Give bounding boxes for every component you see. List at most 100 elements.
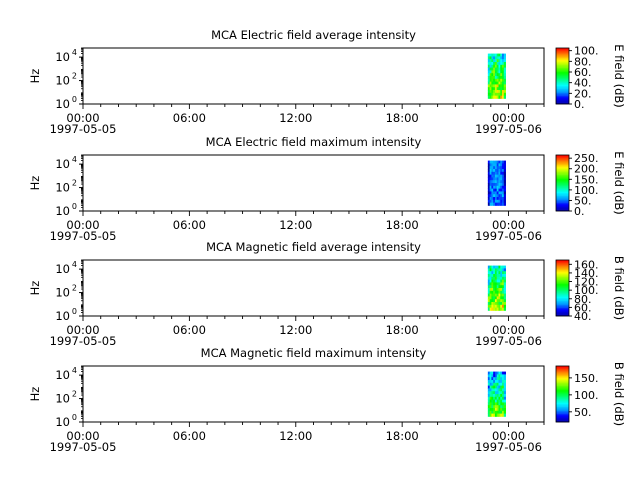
heatmap-cell xyxy=(487,410,491,415)
heatmap-cell xyxy=(493,202,496,206)
heatmap-cell xyxy=(487,90,491,94)
x-tick-label: 00:00 xyxy=(66,111,99,125)
colorbar-swatch xyxy=(556,59,569,61)
heatmap-cell xyxy=(494,197,498,201)
heatmap-cell xyxy=(498,271,501,275)
heatmap-cell xyxy=(503,191,506,195)
colorbar-swatch xyxy=(556,70,569,73)
colorbar-swatch xyxy=(556,83,569,85)
heatmap-cell xyxy=(498,279,501,283)
colorbar-swatch xyxy=(556,392,569,395)
heatmap-cell xyxy=(502,183,505,187)
heatmap-cell xyxy=(489,299,492,303)
heatmap-cell xyxy=(494,64,498,68)
colorbar-swatch xyxy=(556,56,569,59)
colorbar-tick-label: 60. xyxy=(574,301,592,314)
colorbar-frame xyxy=(555,365,570,423)
heatmap-cell xyxy=(487,307,491,311)
heatmap-cell xyxy=(500,394,503,398)
spectrogram xyxy=(487,371,506,417)
heatmap-cell xyxy=(500,296,503,300)
y-tick-exponent: 4 xyxy=(72,155,77,164)
heatmap-cell xyxy=(493,288,496,292)
heatmap-cell xyxy=(494,90,498,94)
heatmap-cell xyxy=(503,70,506,74)
heatmap-cell xyxy=(503,388,506,392)
heatmap-cell xyxy=(491,160,494,164)
colorbar-swatch xyxy=(556,98,569,101)
heatmap-cell xyxy=(503,166,506,170)
heatmap-cell xyxy=(493,268,496,272)
colorbar-swatch xyxy=(556,76,569,78)
x-tick-label: 00:00 xyxy=(492,429,525,443)
heatmap-cell xyxy=(498,391,501,395)
heatmap-cell xyxy=(491,290,494,294)
heatmap-cell xyxy=(491,194,494,198)
heatmap-cell xyxy=(487,84,491,88)
heatmap-cell xyxy=(502,265,505,269)
heatmap-cell xyxy=(503,64,506,68)
heatmap-cell xyxy=(491,396,494,400)
colorbar-swatch xyxy=(556,413,569,416)
heatmap-cell xyxy=(502,394,505,398)
heatmap-cell xyxy=(494,391,498,395)
heatmap-cell xyxy=(498,202,501,206)
heatmap-cell xyxy=(500,413,503,417)
heatmap-cell xyxy=(493,73,496,77)
heatmap-cell xyxy=(487,78,491,82)
x-tick-label: 12:00 xyxy=(279,111,312,125)
heatmap-cell xyxy=(494,299,498,303)
heatmap-cell xyxy=(496,59,499,63)
heatmap-cell xyxy=(491,276,494,280)
heatmap-cell xyxy=(502,163,505,167)
heatmap-cell xyxy=(493,185,496,189)
heatmap-cell xyxy=(500,180,503,184)
heatmap-cell xyxy=(487,396,491,400)
colorbar-swatch xyxy=(556,156,569,159)
heatmap-cell xyxy=(498,61,501,66)
colorbar-swatch xyxy=(556,403,569,406)
heatmap-cell xyxy=(496,56,499,60)
heatmap-cell xyxy=(489,95,492,99)
heatmap-cell xyxy=(496,296,499,300)
heatmap-cell xyxy=(491,293,494,297)
heatmap-cell xyxy=(502,90,505,94)
colorbar-swatch xyxy=(556,185,569,188)
colorbar-swatch xyxy=(556,188,569,191)
heatmap-cell xyxy=(496,285,499,289)
heatmap-cell xyxy=(494,183,498,187)
heatmap-cell xyxy=(491,410,494,415)
heatmap-cell xyxy=(491,402,494,406)
heatmap-cell xyxy=(487,73,491,77)
heatmap-cell xyxy=(493,391,496,395)
colorbar-swatch xyxy=(556,92,569,95)
heatmap-cell xyxy=(489,194,492,198)
colorbar-swatch xyxy=(556,264,569,266)
heatmap-cell xyxy=(491,302,494,306)
colorbar-tick-label: 50. xyxy=(574,406,592,419)
colorbar-swatch xyxy=(556,166,569,168)
heatmap-cell xyxy=(487,70,491,74)
heatmap-cell xyxy=(487,188,491,192)
heatmap-cell xyxy=(498,413,501,417)
y-tick-label: 10 xyxy=(55,97,70,111)
heatmap-cell xyxy=(502,53,505,57)
heatmap-cell xyxy=(500,76,503,80)
heatmap-cell xyxy=(502,59,505,63)
heatmap-cell xyxy=(489,402,492,406)
heatmap-cell xyxy=(500,199,503,204)
heatmap-cell xyxy=(491,95,494,99)
heatmap-cell xyxy=(496,197,499,201)
heatmap-cell xyxy=(487,76,491,80)
x-tick-label: 00:00 xyxy=(66,429,99,443)
heatmap-cell xyxy=(496,191,499,195)
heatmap-cell xyxy=(496,388,499,392)
heatmap-cell xyxy=(491,174,494,178)
heatmap-cell xyxy=(503,296,506,300)
heatmap-cell xyxy=(489,70,492,74)
heatmap-cell xyxy=(489,302,492,306)
heatmap-cell xyxy=(493,293,496,297)
colorbar-swatch xyxy=(556,302,569,304)
heatmap-cell xyxy=(503,374,506,378)
